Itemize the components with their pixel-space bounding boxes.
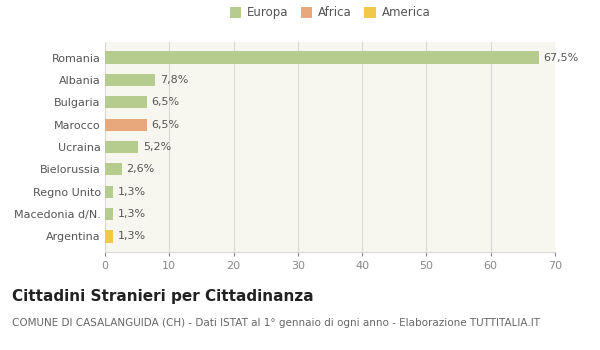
- Bar: [105, 96, 147, 108]
- Text: 67,5%: 67,5%: [544, 52, 578, 63]
- Text: 6,5%: 6,5%: [151, 120, 179, 130]
- Text: 1,3%: 1,3%: [118, 209, 146, 219]
- Text: 1,3%: 1,3%: [118, 187, 146, 197]
- Bar: [105, 119, 147, 131]
- Bar: [105, 141, 139, 153]
- Bar: [105, 51, 539, 64]
- Bar: [105, 163, 122, 175]
- Text: Cittadini Stranieri per Cittadinanza: Cittadini Stranieri per Cittadinanza: [12, 289, 314, 304]
- Bar: [105, 208, 113, 220]
- Text: 6,5%: 6,5%: [151, 97, 179, 107]
- Bar: [105, 230, 113, 243]
- Bar: [105, 186, 113, 198]
- Text: 5,2%: 5,2%: [143, 142, 171, 152]
- Text: COMUNE DI CASALANGUIDA (CH) - Dati ISTAT al 1° gennaio di ogni anno - Elaborazio: COMUNE DI CASALANGUIDA (CH) - Dati ISTAT…: [12, 318, 540, 329]
- Legend: Europa, Africa, America: Europa, Africa, America: [225, 2, 435, 24]
- Text: 7,8%: 7,8%: [160, 75, 188, 85]
- Bar: [105, 74, 155, 86]
- Text: 1,3%: 1,3%: [118, 231, 146, 242]
- Text: 2,6%: 2,6%: [126, 164, 154, 174]
